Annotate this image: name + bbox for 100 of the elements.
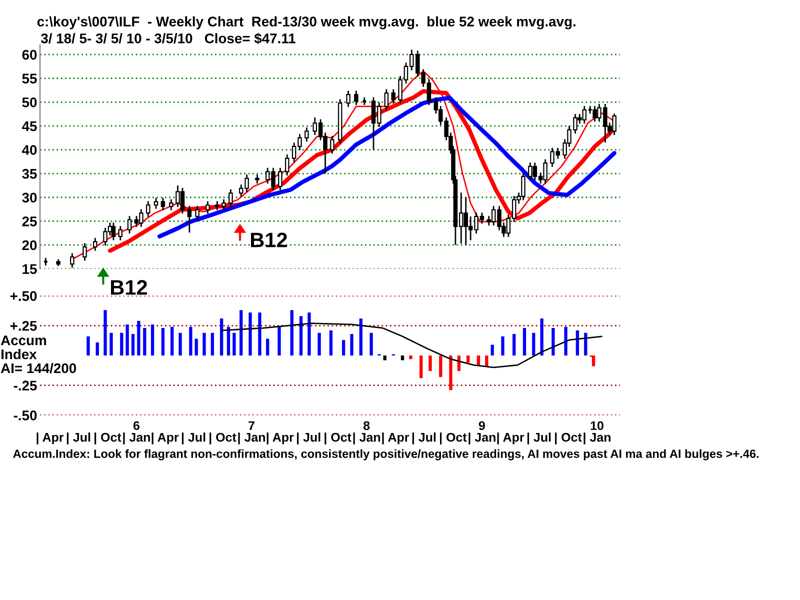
bar bbox=[501, 336, 504, 356]
bar bbox=[258, 312, 262, 356]
bar bbox=[240, 310, 243, 356]
bar bbox=[512, 334, 516, 356]
bar bbox=[194, 338, 198, 356]
chart-subtitle: 3/ 18/ 5- 3/ 5/ 10 - 3/5/10 Close= $47.11 bbox=[40, 32, 296, 44]
bar bbox=[178, 332, 182, 356]
bar bbox=[350, 334, 354, 356]
bar bbox=[359, 318, 362, 356]
candlestick bbox=[103, 227, 108, 246]
bar bbox=[299, 316, 303, 356]
candlestick bbox=[222, 198, 226, 211]
candlestick bbox=[187, 205, 192, 234]
bar bbox=[137, 320, 140, 356]
bar bbox=[170, 326, 174, 356]
candlestick bbox=[169, 198, 174, 211]
candlestick bbox=[70, 252, 74, 269]
bar bbox=[428, 356, 432, 372]
bar bbox=[400, 356, 404, 360]
x-tick-label: | Apr bbox=[36, 432, 64, 444]
bar bbox=[120, 332, 124, 356]
candlestick bbox=[278, 167, 282, 191]
bar bbox=[86, 336, 90, 356]
bar bbox=[96, 342, 99, 356]
bar bbox=[220, 318, 224, 356]
x-tick-label: | Oct bbox=[210, 432, 236, 444]
x-tick-label: | Apr bbox=[266, 432, 294, 444]
x-tick-label: | Oct bbox=[94, 432, 122, 444]
y-tick-label: 20 bbox=[22, 240, 37, 250]
candlestick bbox=[354, 90, 358, 106]
candlestick bbox=[391, 88, 396, 104]
x-tick-label: | Oct bbox=[440, 432, 467, 444]
bar bbox=[476, 356, 480, 366]
bar bbox=[576, 330, 580, 356]
y-tick-label: 40 bbox=[22, 145, 37, 155]
x-tick-label: | Jul bbox=[527, 432, 551, 444]
bar bbox=[439, 356, 442, 377]
candlestick bbox=[118, 225, 123, 241]
bar bbox=[329, 330, 333, 356]
x-tick-label: | Jul bbox=[66, 432, 90, 444]
x-tick-label: | Oct bbox=[324, 432, 352, 444]
candlestick bbox=[160, 197, 166, 211]
annotation: B12 bbox=[250, 232, 287, 248]
bar bbox=[202, 332, 206, 356]
bar bbox=[278, 326, 281, 356]
candlestick bbox=[111, 222, 116, 241]
x-tick-label: | Oct bbox=[555, 432, 582, 444]
x-tick-label: | Apr bbox=[497, 432, 524, 444]
y-tick-label: 50 bbox=[22, 97, 37, 108]
x-tick-label: | Jul bbox=[297, 432, 320, 444]
bar bbox=[232, 332, 236, 356]
line-series bbox=[220, 322, 602, 368]
candlestick bbox=[285, 154, 290, 176]
candlestick bbox=[82, 242, 87, 262]
x-tick-label: 10 | Jan bbox=[584, 421, 610, 444]
y-tick-label: 30 bbox=[22, 192, 37, 203]
bar bbox=[370, 332, 373, 356]
x-tick-label: | Apr bbox=[152, 432, 179, 444]
bar bbox=[532, 332, 536, 356]
bar bbox=[592, 356, 596, 366]
bar bbox=[564, 326, 568, 356]
bar bbox=[552, 328, 555, 356]
y-tick-label: 25 bbox=[22, 216, 37, 226]
bar bbox=[161, 328, 165, 356]
bar bbox=[290, 310, 294, 356]
y-tick-label: -.25 bbox=[14, 380, 37, 391]
candlestick bbox=[93, 237, 98, 252]
candlestick bbox=[346, 90, 350, 108]
bar bbox=[104, 310, 107, 356]
bar bbox=[143, 328, 146, 356]
bar bbox=[248, 312, 252, 356]
x-tick-label: | Apr bbox=[382, 432, 410, 444]
x-tick-label: 7 | Jan bbox=[238, 421, 265, 444]
candlestick bbox=[330, 135, 334, 154]
bar bbox=[485, 356, 488, 366]
candlestick bbox=[304, 126, 309, 142]
candlestick bbox=[154, 197, 158, 210]
y-tick-label: +.25 bbox=[10, 320, 37, 331]
bar bbox=[540, 318, 544, 356]
bar bbox=[210, 332, 214, 356]
bar bbox=[383, 356, 386, 360]
bar bbox=[490, 344, 494, 356]
bar bbox=[449, 356, 452, 390]
candlestick bbox=[255, 174, 260, 184]
chart-title: c:\koy's\007\ILF - Weekly Chart Red-13/30 week mvg.avg. blue 52 week mvg.avg. bbox=[37, 16, 576, 30]
y-tick-label: 60 bbox=[22, 50, 37, 60]
bar bbox=[226, 326, 230, 356]
y-tick-label: 45 bbox=[22, 121, 37, 132]
x-tick-label: 6 | Jan bbox=[123, 421, 150, 444]
bar bbox=[409, 356, 412, 360]
bar bbox=[342, 340, 346, 356]
candlestick bbox=[127, 215, 132, 234]
bar bbox=[308, 312, 311, 356]
candlestick bbox=[215, 200, 220, 211]
y-axis-title: Accum Index AI= 144/200 bbox=[0, 336, 76, 374]
bar bbox=[189, 326, 192, 356]
y-tick-label: 15 bbox=[22, 264, 37, 274]
bar bbox=[150, 324, 154, 356]
x-tick-label: | Jul bbox=[412, 432, 436, 444]
bar bbox=[266, 338, 270, 356]
